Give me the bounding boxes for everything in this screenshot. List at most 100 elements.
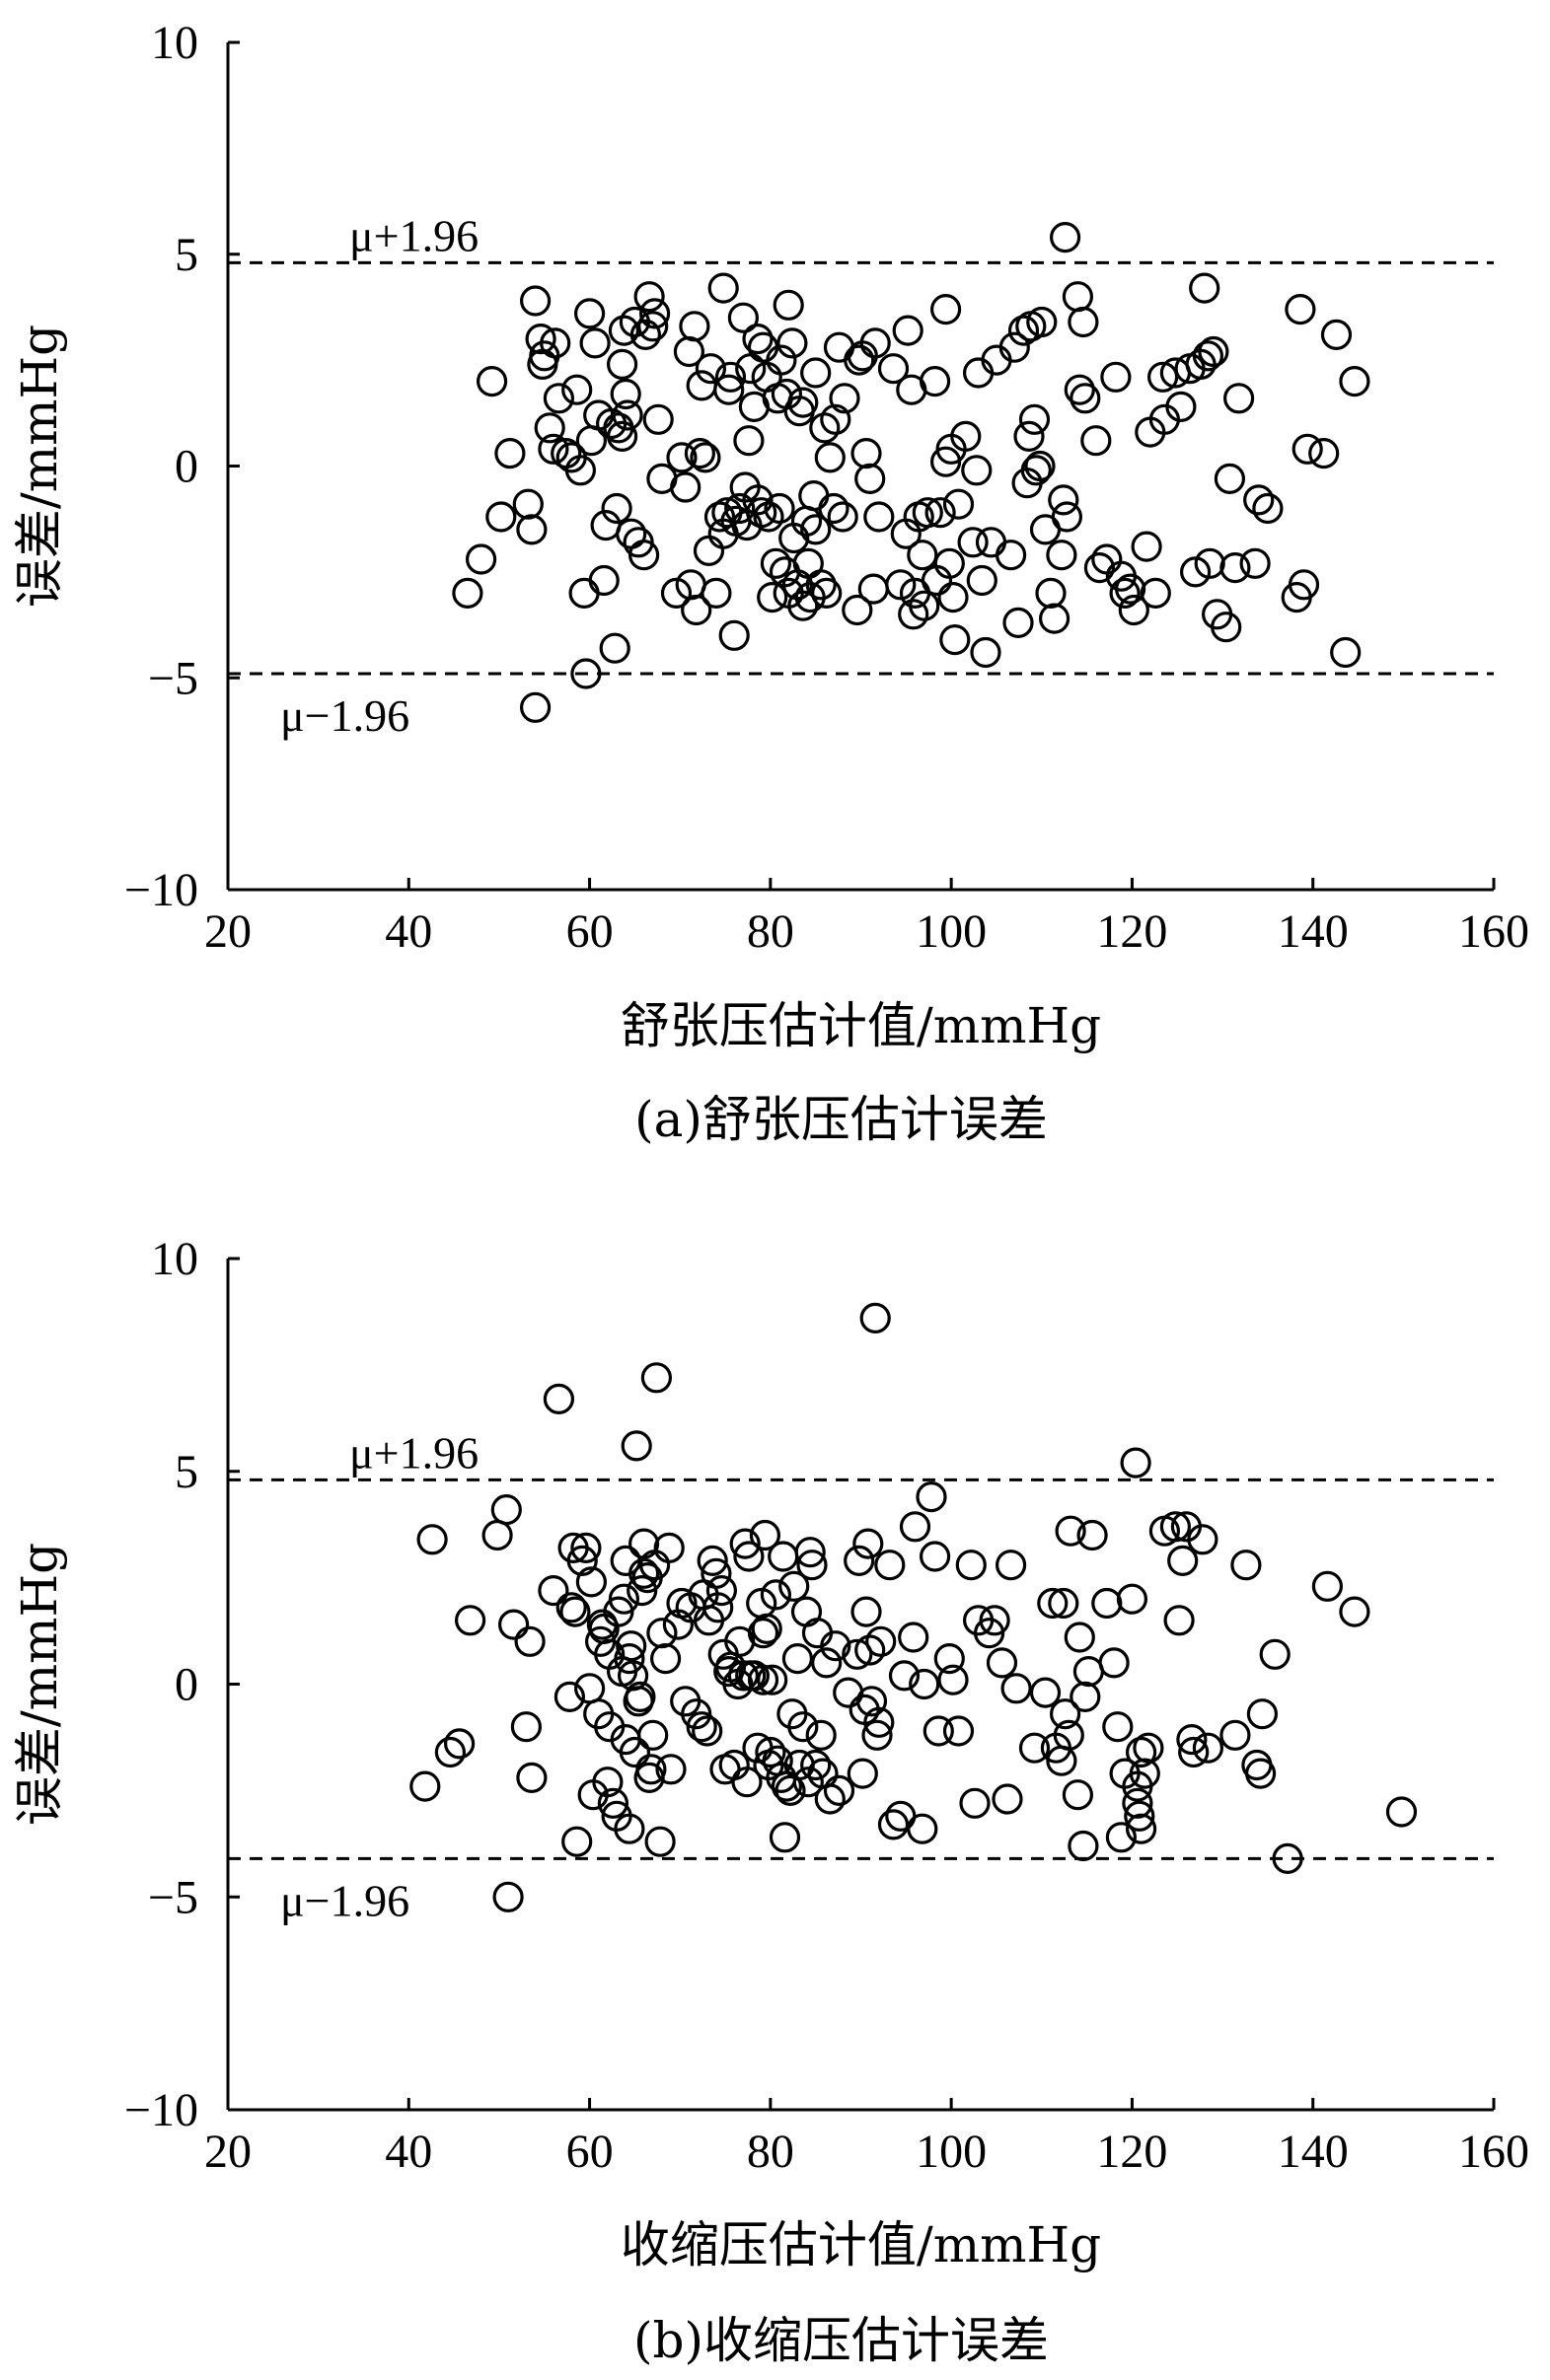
data-point [827,501,858,533]
reference-line-label: μ+1.96 [349,210,479,260]
data-point [1024,450,1056,482]
x-tick-label: 20 [204,905,252,958]
data-point [950,420,982,452]
data-point [686,370,717,401]
data-point [733,425,765,457]
x-tick-label: 160 [1458,905,1529,958]
data-point [608,315,640,346]
data-point [538,1574,569,1607]
data-point [1098,1647,1130,1679]
data-point [768,1541,799,1572]
data-point [540,327,571,359]
data-point [633,281,665,313]
data-point [747,1618,779,1649]
data-point [713,374,745,405]
data-point [1083,551,1116,584]
data-point [1080,425,1112,457]
data-point [751,1613,782,1645]
data-point [1259,1638,1291,1670]
data-point [612,399,643,431]
x-tick-label: 140 [1278,905,1349,958]
data-point [1272,1842,1303,1875]
data-point [555,1592,587,1623]
data-point [746,497,777,529]
data-point [510,1711,543,1743]
reference-line-label: μ−1.96 [280,1875,409,1925]
data-point [573,298,606,329]
panel-caption: (b)收缩压估计误差 [633,2312,1049,2369]
data-point [640,1362,673,1394]
data-point [718,619,750,651]
panel-b: 20 40 60 80 100 120 140 160 10 5 0 −5 −10 μ+1.96 μ−1.9… [11,1233,1529,2369]
data-point [707,272,739,304]
data-point [702,1592,734,1623]
data-point [692,1715,723,1747]
data-point [933,547,965,579]
data-point [1167,1545,1199,1577]
data-point [444,1728,476,1760]
data-point [995,1550,1027,1581]
data-point [681,594,712,626]
data-point [823,1774,855,1807]
data-point [1007,315,1040,346]
data-point [933,1642,965,1675]
data-point [796,1550,828,1581]
data-point [629,319,662,350]
data-point [1385,1796,1418,1828]
data-point [1178,1736,1210,1768]
data-point [1070,383,1101,414]
data-point [1189,272,1220,304]
data-point [907,1813,938,1844]
data-point [466,543,497,575]
data-point [690,442,721,473]
data-point [1320,319,1353,350]
data-point [907,540,938,571]
data-point [1013,420,1045,452]
y-tick-label: 5 [175,1446,198,1498]
data-point [959,1787,991,1819]
data-point [979,1605,1010,1636]
data-point [1285,294,1316,325]
data-point [519,691,552,723]
data-point [534,412,565,444]
data-point [1239,547,1271,579]
data-point [727,302,760,333]
data-point [635,1754,667,1785]
y-axis-label: 误差/mmHg [11,1543,68,1826]
data-point [916,1480,947,1513]
y-tick-label: 0 [175,1659,198,1711]
data-point [452,577,483,610]
data-point [1192,340,1224,372]
data-point [805,569,837,601]
data-point [742,484,774,516]
data-point [898,599,929,630]
data-point [1038,603,1070,634]
data-point [516,1762,548,1794]
data-point [686,1711,717,1743]
data-point [877,1809,910,1840]
data-point [1246,1698,1279,1730]
data-point [653,1532,685,1564]
data-point [1049,1698,1081,1730]
data-point [1026,306,1058,338]
data-point [701,577,732,610]
data-point [937,1664,969,1695]
data-point [597,1787,629,1819]
data-point [1133,1732,1164,1764]
data-point [1288,569,1320,601]
x-tick-label: 40 [385,905,432,958]
data-point [1020,455,1052,486]
data-point [937,581,969,613]
data-point [814,442,846,473]
data-point [619,1736,651,1768]
data-point [909,1668,940,1700]
data-point [986,1647,1018,1679]
data-point [1214,463,1246,494]
data-point [1064,1622,1095,1653]
data-point [773,289,804,321]
data-point [781,1642,814,1675]
data-point [1120,1447,1151,1478]
data-point [912,497,943,529]
data-point [610,378,641,410]
panel-a: 20 40 60 80 100 120 140 160 10 5 0 −5 −10 μ+1.96 μ−1.9… [11,17,1529,1148]
